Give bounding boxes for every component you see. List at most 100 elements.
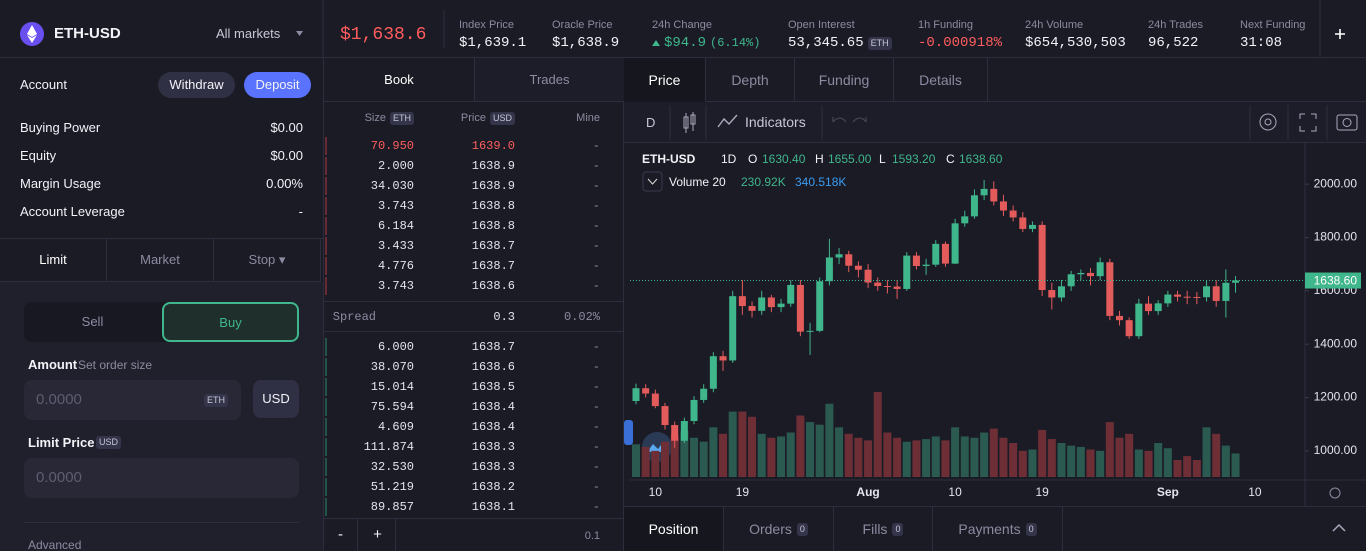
zoom-in-button[interactable]: + <box>360 519 396 551</box>
spread-cell: 0.02% <box>563 310 600 324</box>
row-edge <box>325 398 327 416</box>
stat-value: $94.9 <box>664 35 707 51</box>
bottom-tab[interactable]: Position <box>624 507 724 551</box>
bottom-tab-label: Position <box>648 521 699 537</box>
bid-cell: - <box>592 480 600 494</box>
spread-row <box>324 301 623 332</box>
bid-cell: - <box>592 400 600 414</box>
ask-cell: - <box>592 259 600 273</box>
ask-cell: 70.950 <box>370 139 414 153</box>
divider <box>0 238 323 239</box>
row-edge <box>325 378 327 396</box>
column-unit: USD <box>489 111 515 125</box>
stat-value: -0.000918% <box>918 35 1003 51</box>
row-edge <box>325 137 327 155</box>
row-edge <box>325 217 327 235</box>
withdraw-button[interactable]: Withdraw <box>158 72 235 98</box>
markets-dropdown[interactable]: All markets <box>216 26 281 41</box>
ask-cell: 1638.7 <box>471 239 515 253</box>
bottom-tab-count: 0 <box>1025 522 1037 536</box>
order-type-tab[interactable]: Market <box>107 238 214 282</box>
bid-cell: 1638.6 <box>471 360 515 374</box>
bottom-tabs-bar <box>624 506 1366 551</box>
stat-extra: (6.14%) <box>710 36 761 50</box>
stat-label: Oracle Price <box>552 19 613 31</box>
chart-tab[interactable]: Depth <box>706 58 795 102</box>
stat-label: 24h Trades <box>1148 19 1204 31</box>
sell-button[interactable]: Sell <box>81 314 104 329</box>
amount-unit: ETH <box>204 394 228 407</box>
order-type-tab[interactable]: Limit <box>0 238 107 282</box>
row-edge <box>325 237 327 255</box>
orderbook-tab[interactable]: Book <box>324 58 474 102</box>
stat-value-row: -0.000918% <box>918 35 1002 51</box>
zoom-out-button[interactable]: - <box>324 519 358 551</box>
indicators-button[interactable]: Indicators <box>745 114 806 130</box>
deposit-button[interactable]: Deposit <box>244 72 311 98</box>
chart-tab[interactable]: Details <box>894 58 988 102</box>
column-header: Price USD <box>461 111 515 125</box>
column-header: Mine <box>576 111 600 125</box>
bid-cell: - <box>592 380 600 394</box>
stat-unit: ETH <box>867 36 892 50</box>
bid-cell: 32.530 <box>370 460 414 474</box>
currency-toggle[interactable]: USD <box>253 380 299 418</box>
interval-button[interactable]: D <box>646 115 656 130</box>
ask-cell: - <box>592 279 600 293</box>
bottom-tab-label: Payments <box>958 521 1021 537</box>
bid-cell: 1638.3 <box>471 440 515 454</box>
bottom-tab[interactable]: Payments 0 <box>933 507 1063 551</box>
bid-cell: 6.000 <box>377 340 414 354</box>
ask-cell: - <box>592 219 600 233</box>
ask-cell: - <box>592 239 600 253</box>
bottom-tab-count: 0 <box>796 522 808 536</box>
advanced-toggle[interactable]: Advanced <box>28 538 82 551</box>
orderbook-footer <box>324 518 623 551</box>
bid-cell: 4.609 <box>377 420 414 434</box>
bottom-tab-label: Orders <box>749 521 792 537</box>
orderbook-tab[interactable]: Trades <box>474 58 624 102</box>
stat-value: $1,639.1 <box>459 35 527 51</box>
stat-value-row: $94.9 (6.14%) <box>652 35 760 51</box>
account-label: Equity <box>20 148 57 163</box>
stat-value-row: $1,638.9 <box>552 35 619 51</box>
ask-cell: 3.743 <box>377 279 414 293</box>
column-header: Size ETH <box>365 111 414 125</box>
row-edge <box>325 418 327 436</box>
buy-button[interactable]: Buy <box>162 302 299 342</box>
bottom-tab[interactable]: Fills 0 <box>834 507 933 551</box>
stat-value: 31:08 <box>1240 35 1283 51</box>
account-value: - <box>298 204 303 219</box>
spread-cell: 0.3 <box>493 310 515 324</box>
bid-cell: - <box>592 360 600 374</box>
ask-cell: 3.433 <box>377 239 414 253</box>
stat-value: $654,530,503 <box>1025 35 1126 51</box>
limit-input[interactable] <box>24 458 299 498</box>
ask-cell: - <box>592 139 600 153</box>
row-edge <box>325 478 327 496</box>
order-type-tab[interactable]: Stop ▾ <box>214 238 321 282</box>
chart-tab[interactable]: Price <box>624 58 706 102</box>
row-edge <box>325 498 327 516</box>
stat-value: 96,522 <box>1148 35 1199 51</box>
bid-cell: 111.874 <box>363 440 414 454</box>
symbol: ETH-USD <box>54 25 121 42</box>
bid-cell: 1638.2 <box>471 480 515 494</box>
stat-label: 24h Volume <box>1025 19 1084 31</box>
stat-label: 1h Funding <box>918 19 974 31</box>
ask-cell: 1639.0 <box>471 139 515 153</box>
bid-cell: - <box>592 440 600 454</box>
chart-tab[interactable]: Funding <box>795 58 894 102</box>
ask-cell: 1638.7 <box>471 259 515 273</box>
bid-cell: - <box>592 460 600 474</box>
stat-label: Index Price <box>459 19 515 31</box>
bottom-tab[interactable]: Orders 0 <box>724 507 834 551</box>
row-edge <box>325 177 327 195</box>
stat-value: $1,638.9 <box>552 35 620 51</box>
row-edge <box>325 157 327 175</box>
bid-cell: - <box>592 340 600 354</box>
ask-cell: 4.776 <box>377 259 414 273</box>
divider <box>24 522 299 523</box>
bid-cell: 1638.1 <box>471 500 515 514</box>
